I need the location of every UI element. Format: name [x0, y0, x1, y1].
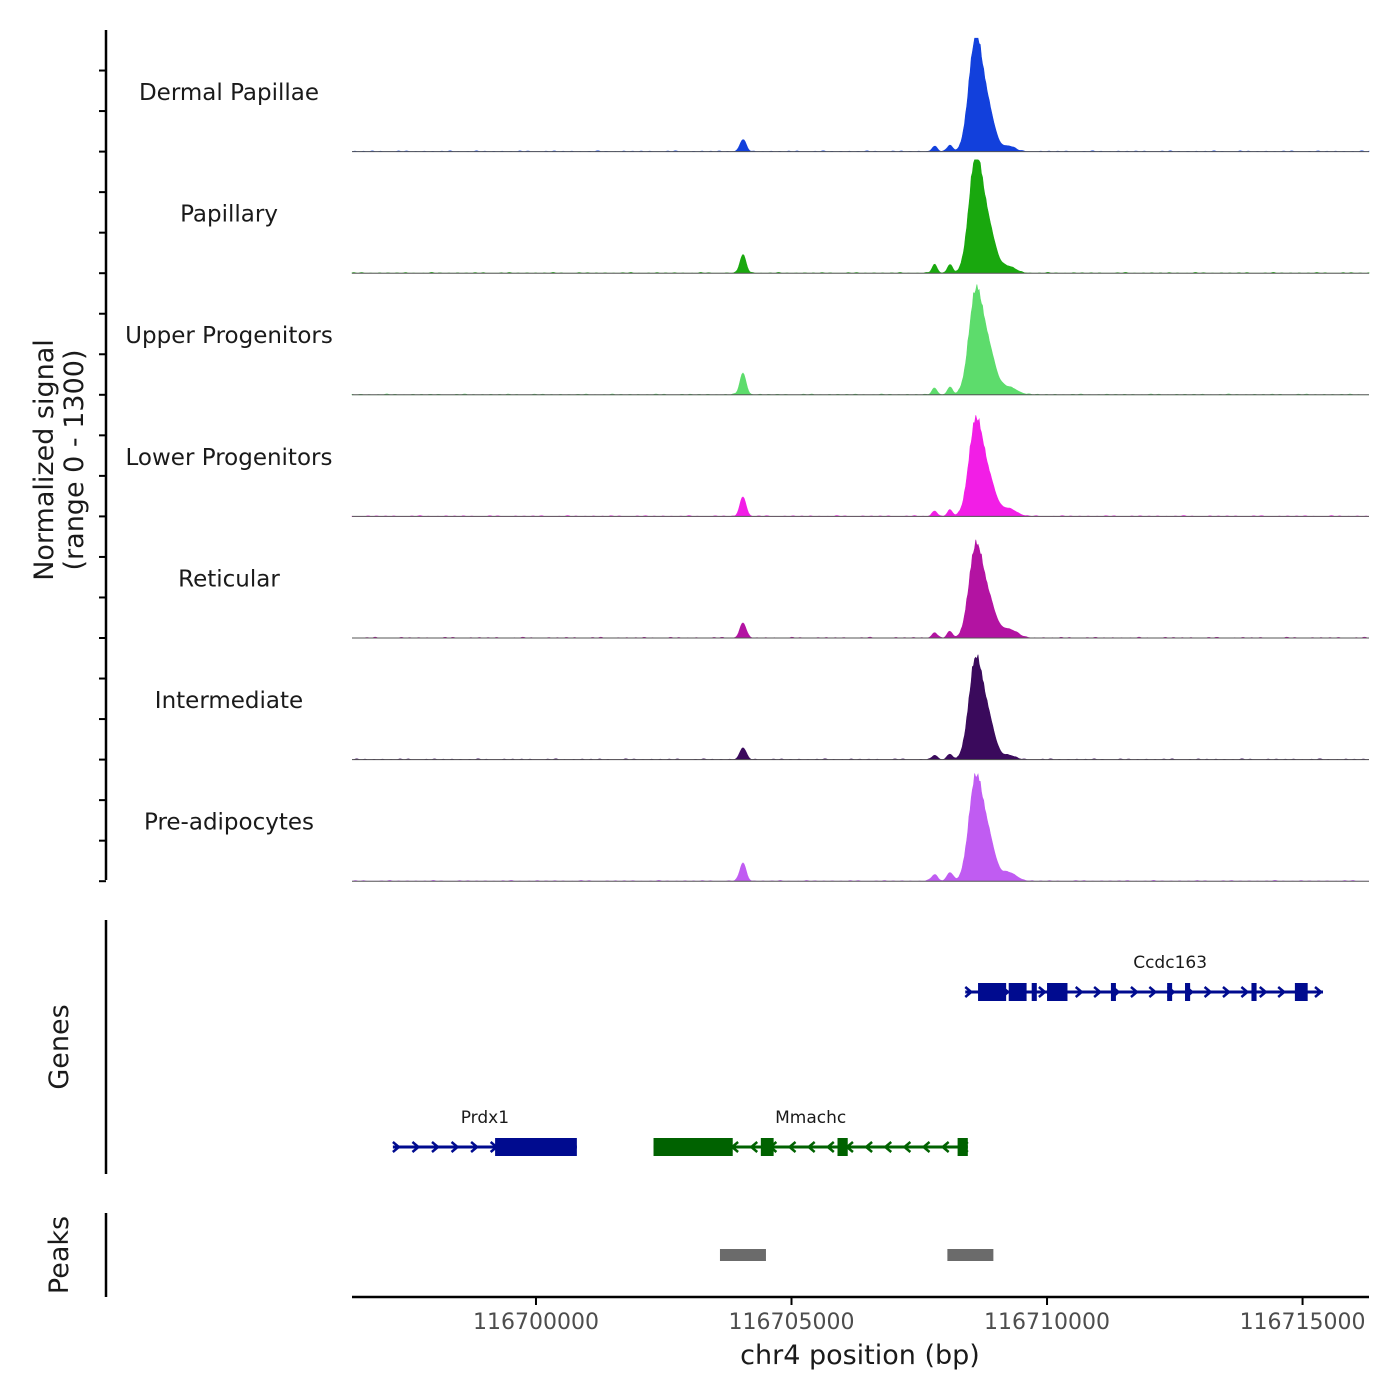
x-tick-label: 116710000: [984, 1310, 1110, 1335]
gene-exon: [957, 1138, 968, 1156]
peak-region: [719, 1249, 766, 1261]
strand-arrow: [1148, 986, 1158, 998]
x-tick-label: 116715000: [1240, 1310, 1366, 1335]
strand-arrow: [1074, 986, 1084, 998]
x-tick-label: 116700000: [473, 1310, 599, 1335]
strand-arrow: [921, 1141, 931, 1153]
strand-arrow: [1258, 986, 1268, 998]
strand-arrow: [902, 1141, 912, 1153]
strand-arrow: [964, 986, 974, 998]
strand-arrow: [470, 1141, 480, 1153]
gene-exon: [1008, 983, 1027, 1001]
track-label: Pre-adipocytes: [144, 810, 314, 836]
strand-arrow: [392, 1141, 401, 1153]
strand-arrow: [411, 1141, 421, 1153]
strand-arrow: [1277, 986, 1287, 998]
strand-arrow: [806, 1141, 816, 1153]
strand-arrow: [1093, 986, 1103, 998]
y-axis-title-line2: (range 0 - 1300): [59, 350, 90, 571]
gene-exon: [1167, 983, 1173, 1001]
gene-name-label: Mmachc: [775, 1108, 846, 1128]
gene-exon: [978, 983, 1007, 1001]
strand-arrow: [749, 1141, 759, 1153]
coverage-area: [351, 37, 1370, 152]
coverage-area: [352, 654, 1369, 760]
track-label: Papillary: [180, 202, 278, 228]
strand-arrow: [883, 1141, 893, 1153]
gene-annotations: Ccdc163 Prdx1 Mmachc: [392, 953, 1324, 1156]
strand-arrow: [450, 1141, 460, 1153]
gene-exon: [837, 1138, 848, 1156]
coverage-area: [352, 539, 1369, 639]
coverage-area: [351, 159, 1370, 274]
gene-exon: [760, 1138, 774, 1156]
gene-model: Prdx1: [392, 1108, 577, 1156]
x-axis-ticks: 116700000 116705000 116710000 116715000: [473, 1297, 1366, 1335]
strand-arrow: [787, 1141, 797, 1153]
gene-name-label: Ccdc163: [1133, 953, 1207, 973]
peaks-panel-label: Peaks: [44, 1216, 75, 1294]
gene-exon: [1031, 983, 1037, 1001]
strand-arrow: [1038, 986, 1047, 998]
track-label: Dermal Papillae: [139, 80, 319, 106]
gene-exon: [1251, 983, 1257, 1001]
strand-arrow: [431, 1141, 440, 1153]
strand-arrow: [1240, 986, 1250, 998]
gene-exon: [1185, 983, 1191, 1001]
coverage-area: [351, 773, 1369, 882]
gene-exon: [653, 1138, 733, 1156]
x-tick-label: 116705000: [729, 1310, 855, 1335]
strand-arrow: [1314, 986, 1323, 998]
coverage-tracks: Dermal Papillae Papillary Upper Progenitor…: [125, 37, 1370, 882]
signal-y-axis-ticks: [99, 69, 106, 883]
gene-model: Ccdc163: [964, 953, 1324, 1001]
gene-model: Mmachc: [653, 1108, 969, 1156]
gene-name-label: Prdx1: [461, 1108, 509, 1128]
coverage-area: [351, 284, 1370, 396]
y-axis-title-line1: Normalized signal: [29, 339, 60, 581]
track-label: Intermediate: [155, 688, 303, 714]
track-label: Upper Progenitors: [125, 323, 333, 349]
gene-exon: [1294, 983, 1308, 1001]
track-label: Lower Progenitors: [126, 445, 333, 471]
gene-exon: [495, 1138, 577, 1156]
peak-regions: [719, 1249, 994, 1261]
strand-arrow: [825, 1141, 835, 1153]
x-axis-title: chr4 position (bp): [740, 1340, 980, 1371]
genes-panel-label: Genes: [44, 1004, 75, 1089]
gene-exon: [1047, 983, 1068, 1001]
gene-exon: [1110, 983, 1116, 1001]
strand-arrow: [1222, 986, 1231, 998]
strand-arrow: [940, 1141, 950, 1153]
peak-region: [947, 1249, 994, 1261]
track-label: Reticular: [178, 566, 280, 592]
strand-arrow: [864, 1141, 873, 1153]
strand-arrow: [1130, 986, 1139, 998]
strand-arrow: [1203, 986, 1213, 998]
coverage-area: [351, 415, 1370, 517]
